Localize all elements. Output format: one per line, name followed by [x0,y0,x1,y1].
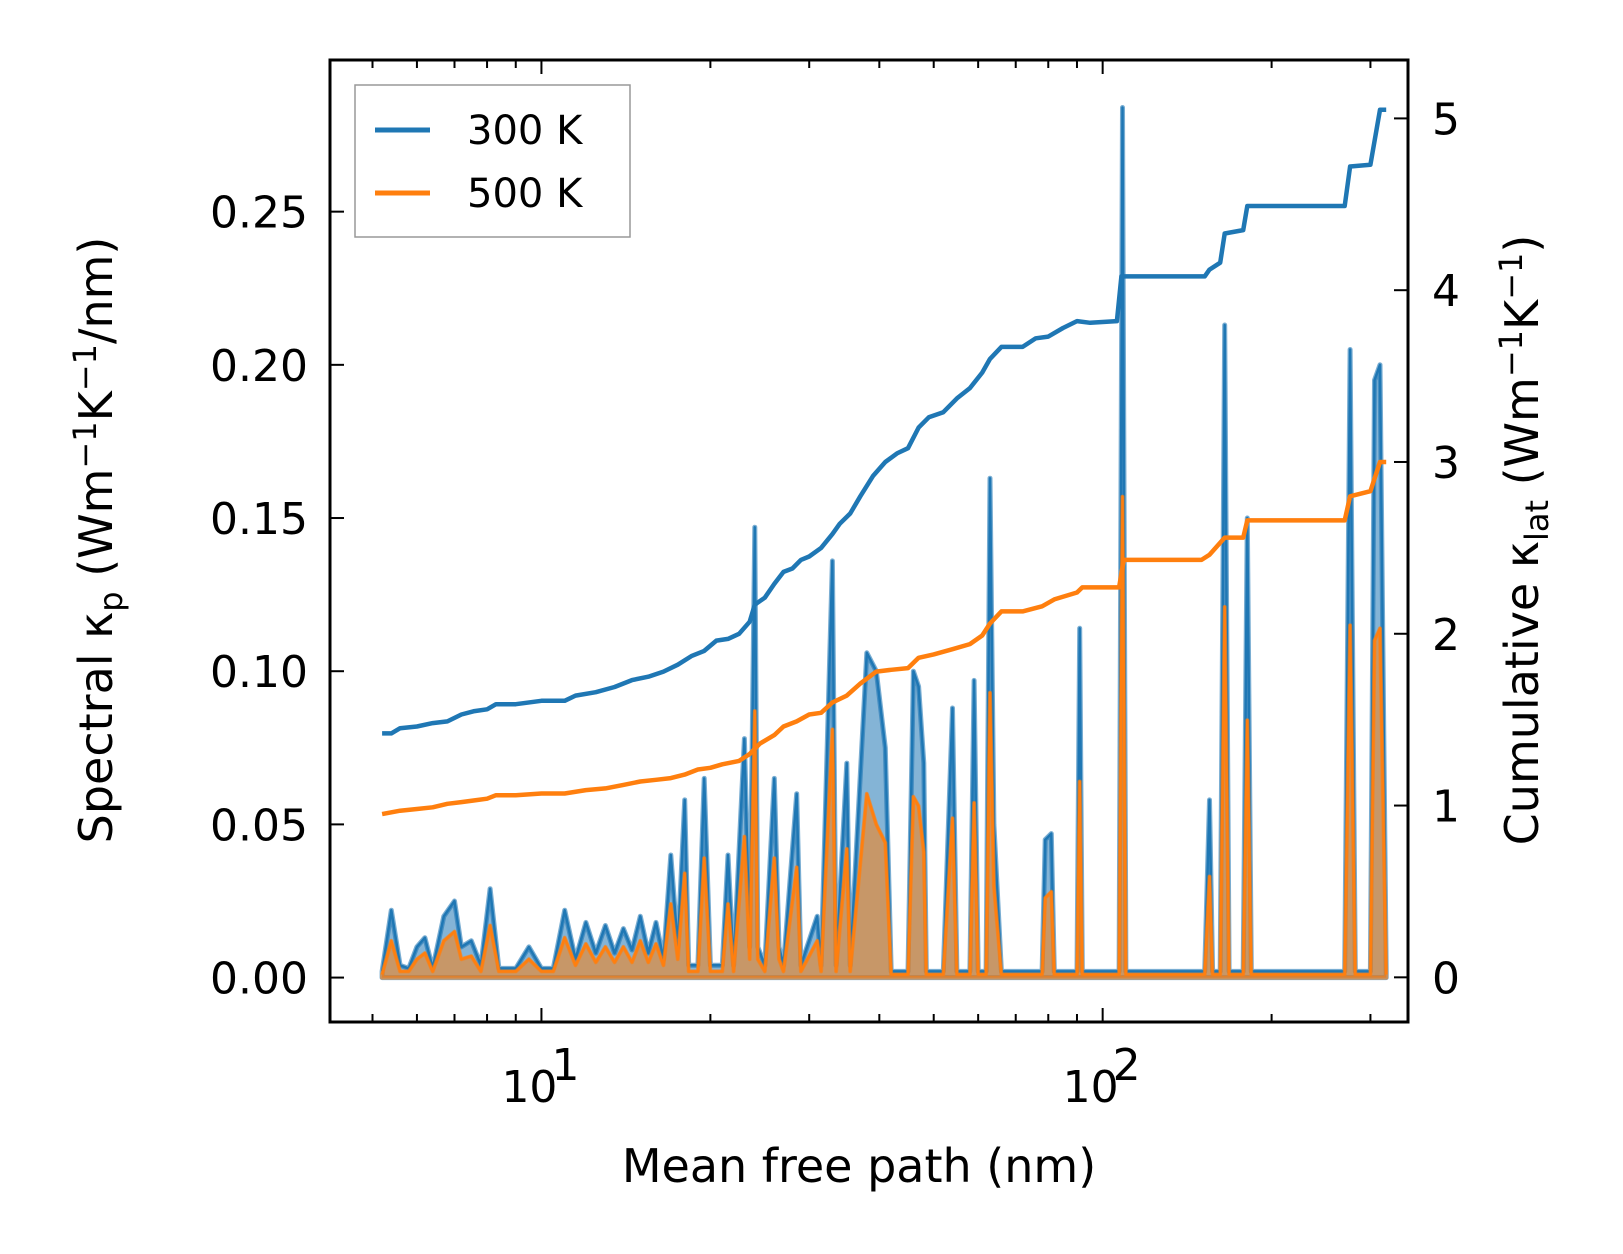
legend-box [354,84,631,238]
legend-label: 300 K [467,108,584,154]
y-left-tick-label: 0.20 [210,341,308,392]
y-left-tick-label: 0.10 [210,647,308,698]
legend: 300 K 500 K [354,84,631,238]
spectral-fill-layer [379,105,1389,981]
y-right-axis-title: Cumulative κlat (Wm−1K−1) [1492,235,1556,846]
x-tick-label: 10 [501,1062,557,1113]
series-line-layer [381,107,1387,817]
plot-border [328,58,1410,1024]
y-right-tick-label: 1 [1432,782,1460,833]
spectral-300K-line [380,106,1388,973]
x-tick-label: 10 [1063,1062,1119,1113]
x-axis-title: Mean free path (nm) [622,1139,1096,1193]
y-left-axis-title: Spectral κp (Wm−1K−1/nm) [66,237,130,844]
y-right-tick-label: 5 [1432,94,1460,145]
y-right-tick-label: 4 [1432,266,1460,317]
x-tick-label-exponent: 1 [551,1040,579,1091]
y-left-tick-label: 0.25 [210,188,308,239]
x-tick-label-exponent: 2 [1113,1040,1141,1091]
cumulative-300K-line [382,107,1387,736]
axis-titles: Mean free path (nm) Spectral κp (Wm−1K−1/… [66,235,1556,1193]
y-right-tick-label: 3 [1432,438,1460,489]
plot-frame [328,58,1410,1024]
y-left-tick-label: 0.00 [210,954,308,1005]
y-left-tick-label: 0.05 [210,800,308,851]
y-right-tick-label: 0 [1432,953,1460,1004]
cumulative-500K-line [381,459,1387,817]
y-left-tick-label: 0.15 [210,494,308,545]
y-right-tick-label: 2 [1432,610,1460,661]
legend-label: 500 K [467,171,584,217]
